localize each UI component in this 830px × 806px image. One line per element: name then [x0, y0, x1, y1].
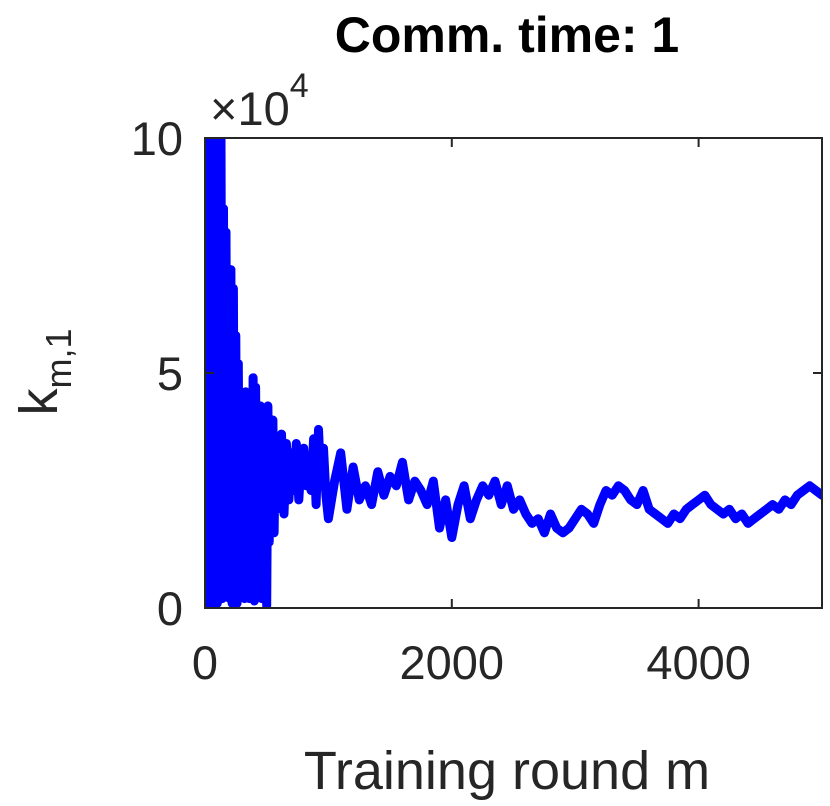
plot-frame: [204, 137, 823, 609]
x-axis-label: Training round m: [304, 741, 710, 801]
y-multiplier-exponent: 4: [290, 67, 309, 105]
x-tick-label: 4000: [646, 636, 751, 689]
ticks-layer: 0 2000 4000 0 5 10: [131, 112, 822, 689]
y-multiplier: ×104: [210, 67, 309, 135]
y-axis-label: km,1: [9, 328, 79, 415]
data-layer: [205, 138, 822, 608]
y-axis-label-main: k: [9, 388, 69, 416]
y-multiplier-prefix: ×10: [210, 82, 290, 135]
y-tick-label: 5: [157, 347, 183, 400]
x-tick-label: 2000: [400, 636, 505, 689]
chart-title: Comm. time: 1: [335, 7, 680, 63]
y-tick-label: 10: [131, 112, 183, 165]
series-line-0: [205, 138, 822, 608]
y-axis-label-subscript: m,1: [38, 328, 79, 388]
y-tick-label: 0: [157, 582, 183, 635]
x-tick-label: 0: [192, 636, 218, 689]
